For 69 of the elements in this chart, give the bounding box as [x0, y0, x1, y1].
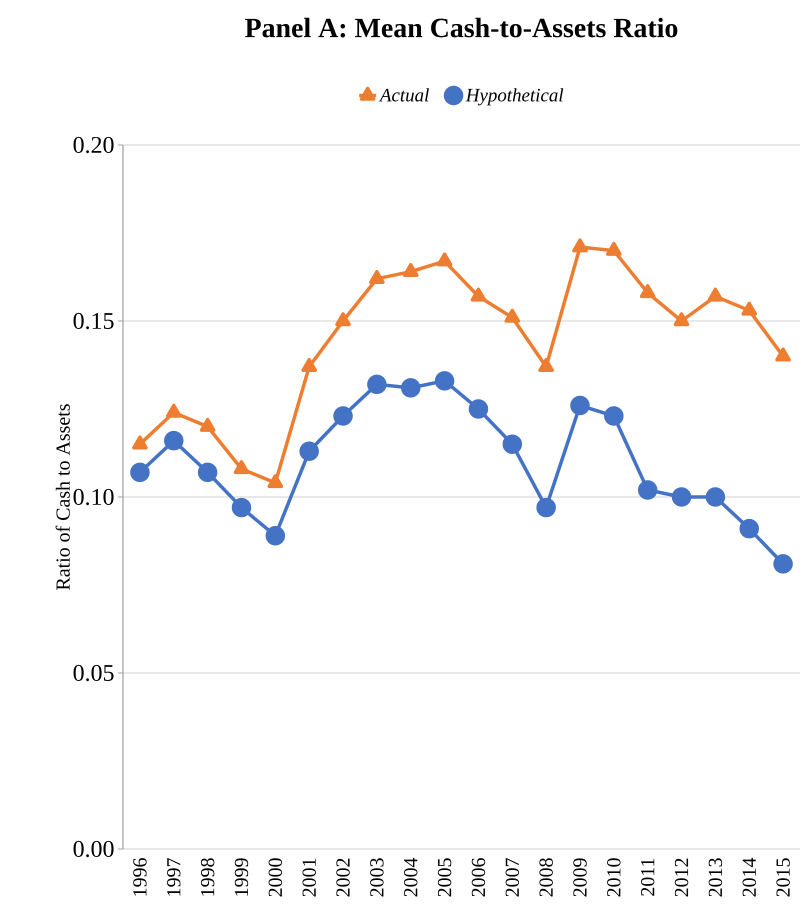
chart-title: Panel A: Mean Cash-to-Assets Ratio	[245, 18, 678, 38]
x-tick-label: 2004	[404, 858, 418, 896]
point	[200, 418, 216, 432]
point	[436, 252, 452, 266]
x-tick-label: 2002	[336, 858, 350, 896]
x-tick-label: 2011	[640, 858, 654, 896]
point	[434, 371, 454, 391]
point	[538, 358, 554, 372]
point	[739, 518, 759, 538]
point	[706, 487, 726, 507]
x-tick-label: 2012	[674, 858, 688, 896]
x-tick-label: 1996	[133, 858, 147, 896]
point	[400, 378, 420, 398]
point	[198, 462, 218, 482]
point	[130, 462, 150, 482]
point	[604, 406, 624, 426]
y-axis-title: Ratio of Cash to Assets	[56, 404, 70, 590]
point	[369, 270, 385, 284]
y-tick-label: 0.15	[74, 312, 114, 330]
point	[708, 288, 724, 302]
x-tick-label: 2015	[776, 858, 790, 896]
point	[166, 404, 182, 418]
point	[773, 554, 793, 574]
point	[232, 498, 252, 518]
x-tick-label: 2008	[539, 858, 553, 896]
x-tick-label: 2006	[472, 858, 486, 896]
point	[468, 399, 488, 419]
y-tick-label: 0.05	[74, 664, 114, 682]
point	[672, 487, 692, 507]
point	[266, 526, 286, 546]
x-tick-label: 2014	[742, 858, 756, 896]
point	[402, 262, 419, 277]
x-tick-label: 2001	[302, 858, 316, 896]
x-tick-label: 2007	[506, 858, 519, 896]
x-tick-label: 2013	[708, 858, 722, 896]
point	[606, 242, 622, 256]
x-tick-label: 1999	[234, 858, 248, 896]
point	[502, 434, 522, 454]
x-tick-label: 1998	[200, 858, 214, 896]
point	[570, 396, 590, 416]
point	[164, 430, 184, 450]
point	[333, 406, 353, 426]
legend-label: Actual	[378, 88, 429, 102]
x-tick-label: 1997	[167, 858, 180, 896]
point	[638, 480, 658, 500]
point	[234, 460, 250, 474]
point	[674, 312, 690, 326]
point	[268, 474, 284, 488]
point	[775, 347, 791, 362]
legend-label: Hypothetical	[466, 88, 564, 106]
point	[299, 441, 319, 461]
point	[504, 308, 520, 323]
point	[335, 312, 351, 326]
x-tick-label: 2009	[573, 858, 587, 896]
y-tick-label: 0.10	[74, 488, 114, 506]
point	[536, 498, 556, 518]
point	[301, 358, 317, 372]
x-tick-label: 2005	[438, 858, 452, 896]
point	[741, 302, 758, 316]
point	[132, 435, 148, 450]
y-tick-label: 0.20	[74, 136, 114, 154]
point	[572, 238, 588, 252]
x-tick-label: 2000	[268, 858, 282, 896]
point	[470, 288, 486, 302]
y-tick-label: 0.00	[74, 840, 114, 858]
point	[640, 284, 656, 298]
x-tick-label: 2010	[607, 858, 621, 896]
x-tick-label: 2003	[370, 858, 384, 896]
point	[367, 374, 387, 394]
